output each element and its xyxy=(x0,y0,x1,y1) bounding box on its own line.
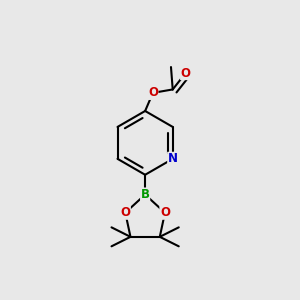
Text: O: O xyxy=(181,67,190,80)
Text: O: O xyxy=(148,86,158,99)
Text: O: O xyxy=(160,206,170,219)
Text: O: O xyxy=(120,206,130,219)
Text: B: B xyxy=(141,188,150,201)
Text: N: N xyxy=(168,152,178,165)
